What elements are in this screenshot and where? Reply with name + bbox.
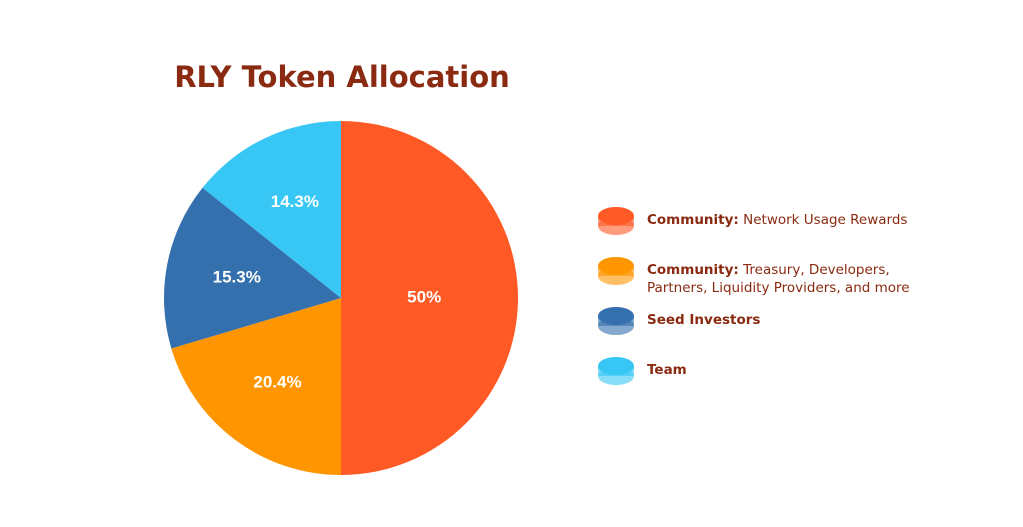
value-label: 15.3% <box>213 267 261 286</box>
legend-icon-top <box>598 207 634 225</box>
legend-item: Seed Investors <box>596 304 926 354</box>
legend-bold: Community: <box>647 212 739 228</box>
value-label: 14.3% <box>271 192 319 211</box>
legend: Community: Network Usage Rewards Communit… <box>596 204 926 404</box>
legend-icon <box>598 357 634 385</box>
pie-slice <box>171 298 341 475</box>
legend-item: Community: Treasury, Developers, Partner… <box>596 254 926 304</box>
legend-icon <box>598 307 634 335</box>
legend-label: Treasury, Developers, Partners, Liquidit… <box>647 262 910 296</box>
chart-title: RLY Token Allocation <box>174 60 510 94</box>
legend-bold: Team <box>647 362 687 378</box>
legend-text: Community: Network Usage Rewards <box>647 204 917 229</box>
pie-slice <box>341 121 518 475</box>
legend-label: Network Usage Rewards <box>743 212 908 228</box>
value-label: 50% <box>407 287 441 306</box>
legend-text: Team <box>647 354 917 379</box>
legend-item: Community: Network Usage Rewards <box>596 204 926 254</box>
legend-icon <box>598 257 634 285</box>
legend-icon-top <box>598 307 634 325</box>
legend-text: Community: Treasury, Developers, Partner… <box>647 254 917 297</box>
legend-text: Seed Investors <box>647 304 917 329</box>
legend-icon <box>598 207 634 235</box>
legend-icon-top <box>598 257 634 275</box>
value-label: 20.4% <box>253 373 301 392</box>
pie-slice <box>164 187 341 349</box>
pie-slice <box>202 121 341 298</box>
legend-bold: Seed Investors <box>647 312 761 328</box>
legend-bold: Community: <box>647 262 739 278</box>
legend-item: Team <box>596 354 926 404</box>
legend-icon-top <box>598 357 634 375</box>
